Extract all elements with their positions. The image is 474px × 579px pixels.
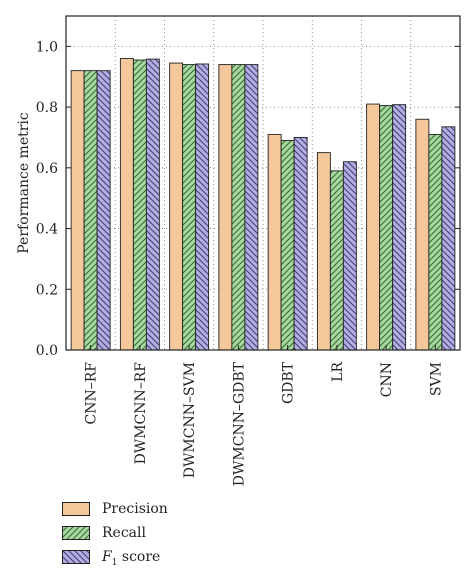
bar-recall (379, 105, 394, 351)
x-axis: CNN–RF DWMCNN–RF DWMCNN–SVM DWMCNN–GDBT GDBT… (84, 345, 444, 486)
bar-precision (70, 70, 85, 351)
bar-precision (119, 58, 134, 351)
x-tick-label: DWMCNN–GDBT (231, 361, 247, 486)
x-tick-label: CNN (379, 362, 395, 397)
bar-recall (329, 170, 344, 351)
bar-chart: 0.0 0.2 0.4 0.6 0.8 1.0 CNN–RF DWMCNN–RF DWMCNN… (16, 15, 461, 486)
bar-f1-score (145, 58, 160, 351)
x-tick-label: DWMCNN–RF (133, 362, 149, 465)
y-tick-label: 0.8 (36, 100, 58, 116)
bar-recall (182, 64, 197, 351)
bar-f1-score (96, 70, 111, 351)
bar-recall (132, 59, 147, 351)
bar-precision (218, 64, 233, 351)
bar-recall (280, 140, 295, 351)
bar-f1-score (244, 64, 259, 351)
y-axis: 0.0 0.2 0.4 0.6 0.8 1.0 (36, 39, 460, 359)
x-tick-label: CNN–RF (84, 362, 100, 425)
f1-italic: F (102, 549, 112, 565)
y-tick-label: 0.0 (36, 343, 58, 359)
legend-label-precision: Precision (102, 501, 168, 517)
y-tick-label: 0.6 (36, 161, 58, 177)
bar-f1-score (195, 63, 210, 351)
legend-label-f1: F1 score (102, 548, 160, 572)
bar-precision (415, 118, 430, 351)
recall-swatch (62, 526, 90, 540)
bar-recall (428, 133, 443, 351)
y-axis-title: Performance metric (16, 112, 32, 254)
bar-f1-score (293, 137, 308, 351)
bar-precision (267, 133, 282, 351)
bar-f1-score (441, 126, 456, 351)
bars (70, 58, 456, 351)
legend-label-recall: Recall (102, 525, 146, 541)
bar-recall (83, 70, 98, 351)
legend: Precision Recall F1 score (62, 500, 282, 572)
bar-recall (231, 64, 246, 351)
bar-precision (366, 103, 381, 351)
plot-frame (65, 15, 461, 351)
x-tick-label: GDBT (281, 361, 297, 404)
f1-subscript: 1 (111, 557, 118, 568)
y-tick-label: 1.0 (36, 39, 58, 55)
f1-rest: score (117, 549, 161, 565)
f1-swatch (62, 550, 90, 564)
x-tick-label: LR (330, 362, 346, 382)
bar-f1-score (392, 104, 407, 351)
y-tick-label: 0.2 (36, 282, 58, 298)
x-tick-label: SVM (428, 362, 444, 396)
x-tick-label: DWMCNN–SVM (182, 362, 198, 478)
y-tick-label: 0.4 (36, 222, 58, 238)
bar-precision (169, 62, 184, 351)
bar-precision (316, 152, 331, 351)
precision-swatch (62, 502, 90, 516)
bar-f1-score (342, 161, 357, 351)
